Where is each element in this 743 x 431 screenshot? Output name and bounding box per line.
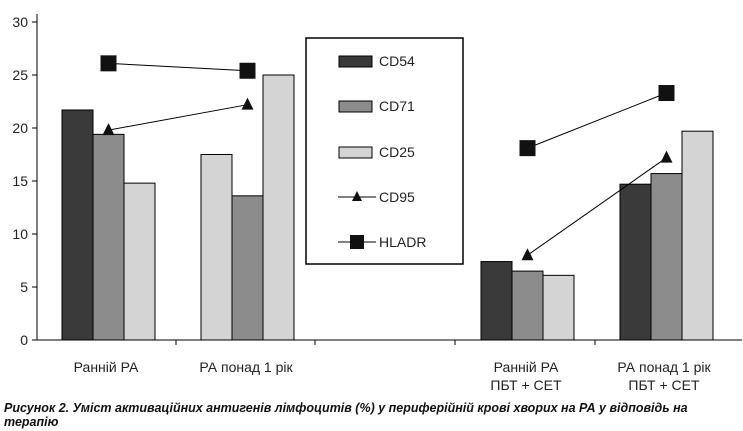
legend-swatch-cd25 (338, 146, 373, 159)
line-cd95 (527, 157, 667, 256)
x-category-label: Ранній РА (74, 359, 139, 375)
x-category-sublabel: ПБТ + СЕТ (490, 377, 562, 393)
bar-cd25 (123, 182, 156, 341)
bar-cd54 (61, 109, 94, 341)
bar-cd71 (92, 133, 125, 341)
y-tick-label: 5 (20, 279, 28, 295)
marker-cd95 (660, 150, 673, 163)
y-tick-label: 15 (12, 173, 28, 189)
x-category-sublabel: ПБТ + СЕТ (628, 377, 700, 393)
bar-cd25 (200, 154, 233, 341)
legend-box (305, 37, 464, 265)
line-hladr (527, 92, 667, 149)
marker-cd95 (102, 123, 115, 136)
marker-cd95 (241, 97, 254, 110)
bar-cd71 (231, 195, 264, 341)
bar-cd25 (681, 130, 714, 341)
legend-label: CD95 (379, 189, 415, 205)
bar-chart: 0 5 10 15 20 25 30 Ранній РА РА понад 1 рік Ранні… (12, 14, 742, 393)
legend-marker-hladr (350, 235, 364, 249)
legend-label: CD71 (379, 98, 415, 114)
marker-hladr (100, 55, 117, 72)
legend-label: HLADR (379, 234, 426, 250)
line-cd95 (108, 104, 248, 131)
legend-label: CD25 (379, 144, 415, 160)
marker-hladr (519, 140, 536, 157)
legend-marker-cd95 (352, 191, 362, 201)
marker-hladr (239, 62, 256, 79)
marker-cd95 (521, 248, 534, 261)
legend-label: CD54 (379, 53, 415, 69)
bar-cd54 (619, 183, 652, 341)
bar-cd25 (262, 74, 295, 341)
legend-swatch-cd71 (338, 100, 373, 113)
y-tick-label: 25 (12, 67, 28, 83)
y-tick-label: 20 (12, 120, 28, 136)
bar-cd54 (480, 261, 513, 341)
bar-cd71 (511, 270, 544, 341)
y-tick-label: 10 (12, 226, 28, 242)
y-tick-label: 0 (20, 332, 28, 348)
x-category-label: Ранній РА (494, 359, 559, 375)
y-tick-label: 30 (12, 14, 28, 30)
figure-caption: Рисунок 2. Уміст активаційних антигенів … (4, 401, 688, 429)
bar-cd71 (650, 173, 683, 341)
x-category-label: РА понад 1 рік (199, 359, 293, 375)
legend-swatch-cd54 (338, 55, 373, 68)
x-category-label: РА понад 1 рік (617, 359, 711, 375)
line-hladr (108, 62, 248, 72)
marker-hladr (658, 85, 675, 102)
bar-cd25 (542, 274, 575, 341)
